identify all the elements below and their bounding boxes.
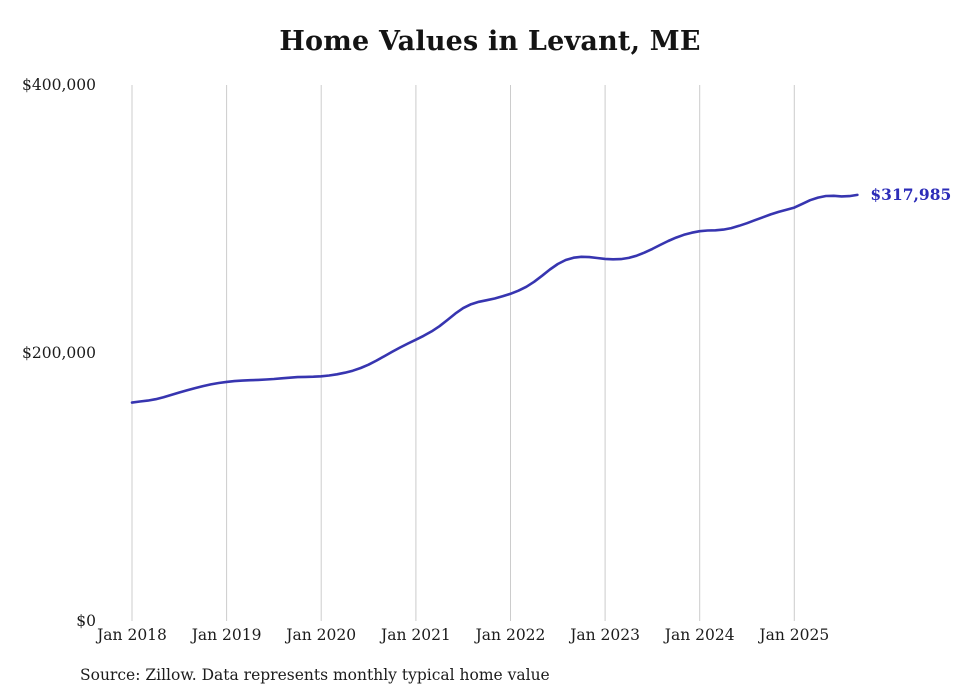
source-note: Source: Zillow. Data represents monthly … [80,666,550,684]
x-tick-label: Jan 2025 [757,626,829,644]
chart-title: Home Values in Levant, ME [279,26,701,57]
x-tick-label: Jan 2022 [474,626,546,644]
x-tick-label: Jan 2020 [284,626,356,644]
value-line [130,193,859,404]
y-tick-label: $200,000 [22,344,96,362]
y-tick-label: $400,000 [22,76,96,94]
end-value-label: $317,985 [870,185,951,204]
x-tick-label: Jan 2018 [95,626,167,644]
x-tick-label: Jan 2021 [379,626,451,644]
x-tick-label: Jan 2023 [568,626,640,644]
x-tick-label: Jan 2019 [190,626,262,644]
y-tick-label: $0 [76,612,96,630]
x-tick-label: Jan 2024 [663,626,735,644]
